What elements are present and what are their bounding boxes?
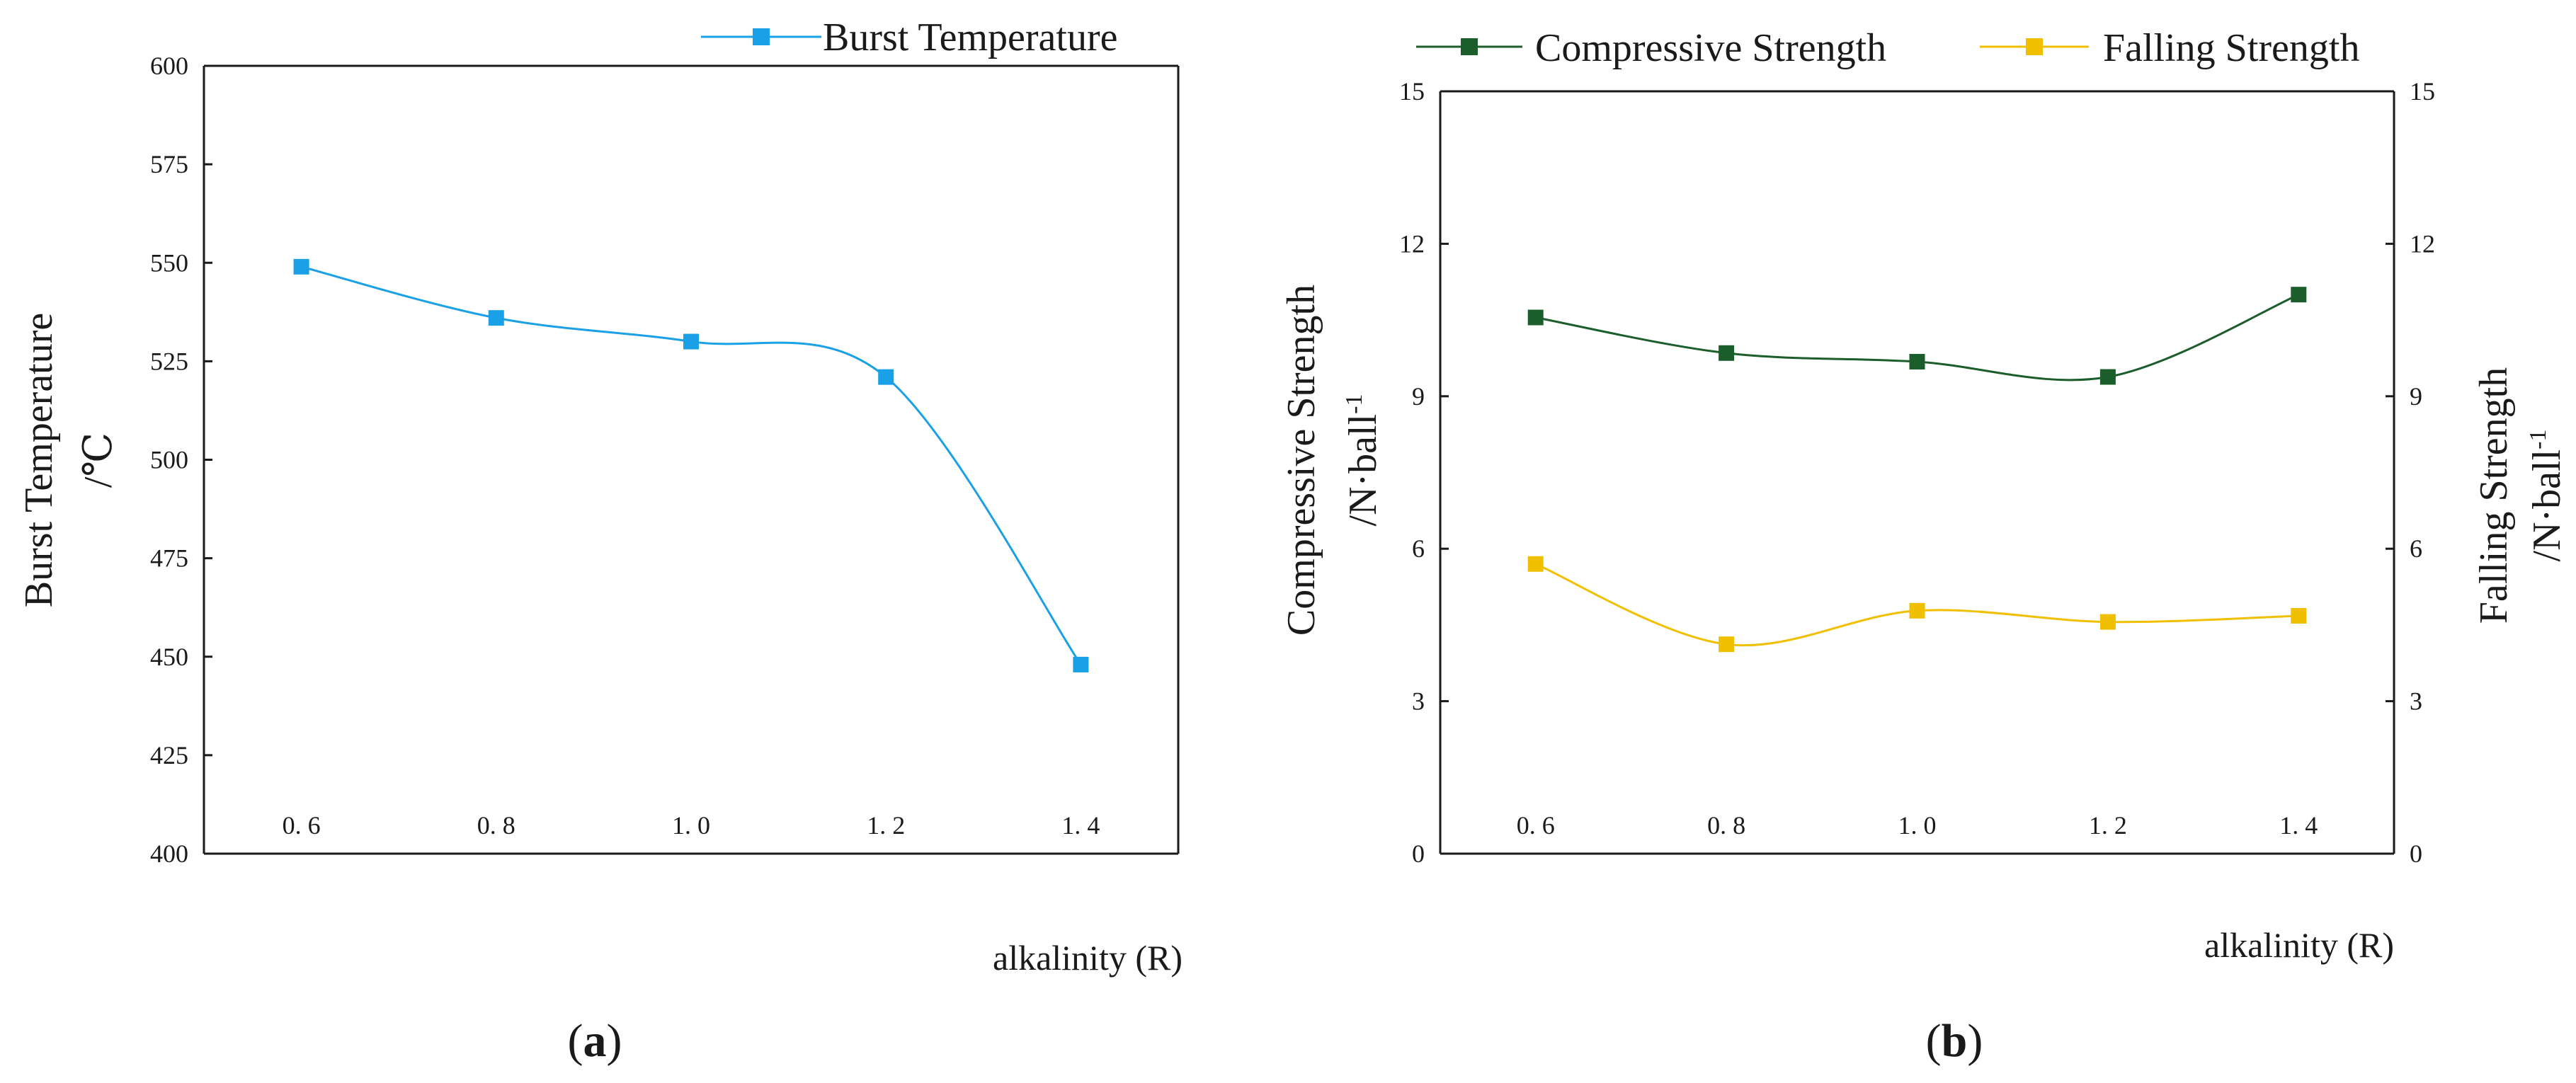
b-x-axis-title: alkalinity (R) (2204, 925, 2394, 965)
a-xtick-label-2: 1. 0 (672, 811, 710, 840)
b-ytick-label-3: 9 (1412, 382, 1425, 411)
b-y-ticks-right: 0 3 6 9 12 15 (2386, 77, 2435, 868)
b-xtick-label-1: 0. 8 (1707, 811, 1745, 840)
b-series-1-point-3 (2099, 614, 2116, 630)
a-x-ticks: 0. 6 0. 8 1. 0 1. 2 1. 4 (283, 811, 1100, 840)
a-legend-marker (753, 28, 770, 45)
b-series-0-point-2 (1909, 353, 1925, 369)
b-series-1-point-4 (2291, 607, 2307, 624)
b-series-1-point-2 (1909, 602, 1925, 619)
b-series-1-point-0 (1527, 556, 1544, 572)
a-ytick-label-7: 575 (150, 150, 188, 178)
a-series-0-point-2 (683, 333, 699, 350)
b-x-ticks: 0. 6 0. 8 1. 0 1. 2 1. 4 (1517, 811, 2318, 840)
a-series-0-line (301, 265, 1082, 665)
b-series-1-point-1 (1719, 636, 1735, 653)
a-series-0-point-4 (1073, 656, 1089, 672)
b-ytick-right-label-0: 0 (2410, 840, 2422, 868)
b-left-axis-title: Compressive Strength (1280, 285, 1323, 636)
a-xtick-label-0: 0. 6 (283, 811, 321, 840)
a-ytick-label-8: 600 (150, 52, 188, 80)
b-right-axis-title: Falling Strength (2472, 367, 2516, 624)
b-right-axis-unit: /N·ball-1 (2525, 430, 2569, 562)
panel-b: 0 3 6 9 12 15 0 3 6 9 12 15 0. 6 0. 8 1. 0 1. 2 1. 4 C… (1280, 26, 2569, 1067)
b-ytick-label-5: 15 (1399, 77, 1425, 105)
b-ytick-right-label-2: 6 (2410, 534, 2422, 563)
b-ytick-right-label-4: 12 (2410, 229, 2435, 258)
b-panel-label: (b) (1926, 1015, 1983, 1067)
a-ytick-label-0: 400 (150, 840, 188, 868)
b-left-axis-unit: /N·ball-1 (1341, 394, 1385, 527)
b-series-0-point-3 (2099, 369, 2116, 385)
a-legend-label: Burst Temperature (823, 16, 1117, 59)
b-legend-marker-compressive (1461, 38, 1478, 55)
b-xtick-label-3: 1. 2 (2089, 811, 2127, 840)
a-ytick-label-5: 525 (150, 347, 188, 375)
b-plot-area (1527, 287, 2307, 653)
a-xtick-label-1: 0. 8 (477, 811, 515, 840)
b-ytick-label-1: 3 (1412, 687, 1425, 716)
b-ytick-right-label-1: 3 (2410, 687, 2422, 716)
b-series-0-point-1 (1719, 345, 1735, 361)
a-panel-label: (a) (568, 1015, 622, 1067)
b-ytick-label-0: 0 (1412, 840, 1425, 868)
b-xtick-label-4: 1. 4 (2279, 811, 2318, 840)
b-legend-label-compressive: Compressive Strength (1535, 26, 1886, 70)
a-xtick-label-4: 1. 4 (1061, 811, 1100, 840)
a-y-axis-title: Burst Temperature (17, 313, 61, 607)
a-ytick-label-1: 425 (150, 741, 188, 769)
a-x-axis-title: alkalinity (R) (993, 938, 1182, 978)
a-plot-area (293, 258, 1089, 672)
a-ytick-label-3: 475 (150, 544, 188, 573)
a-ytick-label-6: 550 (150, 248, 188, 277)
b-ytick-label-2: 6 (1412, 534, 1425, 563)
a-ytick-label-4: 500 (150, 446, 188, 474)
panel-a: 400 425 450 475 500 525 550 575 600 0. 6 0. 8 1. 0… (17, 16, 1182, 1067)
b-ytick-label-4: 12 (1399, 229, 1425, 258)
a-y-ticks: 400 425 450 475 500 525 550 575 600 (150, 52, 212, 868)
a-ytick-label-2: 450 (150, 643, 188, 671)
b-legend-label-falling: Falling Strength (2103, 26, 2359, 70)
a-series-0-point-1 (488, 310, 504, 326)
b-y-ticks-left: 0 3 6 9 12 15 (1399, 77, 1449, 868)
b-xtick-label-2: 1. 0 (1898, 811, 1937, 840)
b-ytick-right-label-3: 9 (2410, 382, 2422, 411)
b-series-0-point-0 (1527, 309, 1544, 326)
a-series-0-point-0 (293, 258, 309, 275)
a-y-axis-unit: /℃ (76, 432, 120, 488)
a-xtick-label-3: 1. 2 (867, 811, 905, 840)
b-series-0-point-4 (2291, 287, 2307, 303)
b-xtick-label-0: 0. 6 (1517, 811, 1555, 840)
b-legend-marker-falling (2026, 38, 2043, 55)
b-ytick-right-label-5: 15 (2410, 77, 2435, 105)
a-series-0-point-3 (878, 369, 894, 385)
